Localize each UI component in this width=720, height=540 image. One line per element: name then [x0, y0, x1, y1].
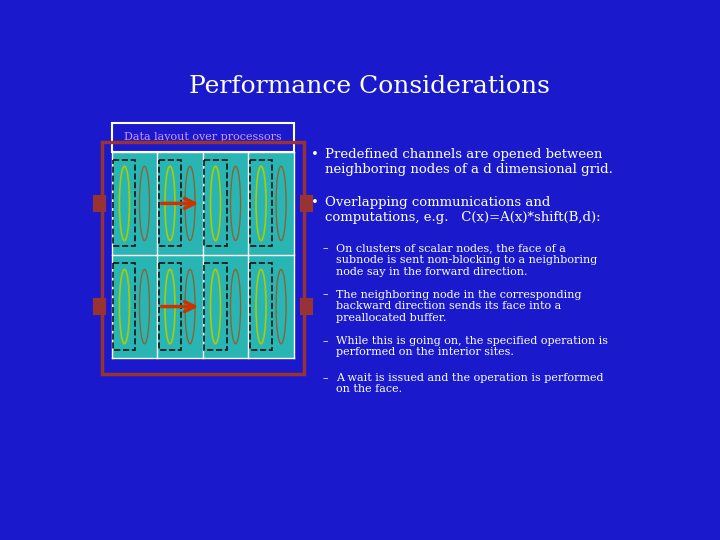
Text: –: – [323, 373, 328, 383]
Text: •: • [311, 148, 319, 161]
Bar [112, 152, 294, 358]
Text: Data layout over processors: Data layout over processors [124, 132, 282, 142]
Text: On clusters of scalar nodes, the face of a
subnode is sent non-blocking to a nei: On clusters of scalar nodes, the face of… [336, 244, 597, 276]
Text: A wait is issued and the operation is performed
on the face.: A wait is issued and the operation is pe… [336, 373, 603, 394]
Text: •: • [311, 195, 319, 208]
Bar [204, 264, 227, 350]
Bar [102, 142, 304, 374]
Bar [114, 160, 135, 246]
Bar [204, 160, 227, 246]
Text: –: – [323, 244, 328, 253]
Bar [114, 264, 135, 350]
Bar [250, 264, 272, 350]
Bar [159, 264, 181, 350]
Text: The neighboring node in the corresponding
backward direction sends its face into: The neighboring node in the correspondin… [336, 289, 581, 323]
Text: Overlapping communications and
computations, e.g.   C(x)=A(x)*shift(B,d):: Overlapping communications and computati… [325, 195, 600, 224]
Bar [250, 160, 272, 246]
Bar [301, 195, 312, 211]
Bar [94, 299, 104, 314]
Bar [94, 195, 104, 211]
Text: –: – [323, 289, 328, 300]
Text: Performance Considerations: Performance Considerations [189, 75, 549, 98]
Bar [159, 160, 181, 246]
Text: –: – [323, 336, 328, 346]
Bar [301, 299, 312, 314]
Text: While this is going on, the specified operation is
performed on the interior sit: While this is going on, the specified op… [336, 336, 608, 357]
Bar [112, 123, 294, 152]
Text: Predefined channels are opened between
neighboring nodes of a d dimensional grid: Predefined channels are opened between n… [325, 148, 613, 176]
